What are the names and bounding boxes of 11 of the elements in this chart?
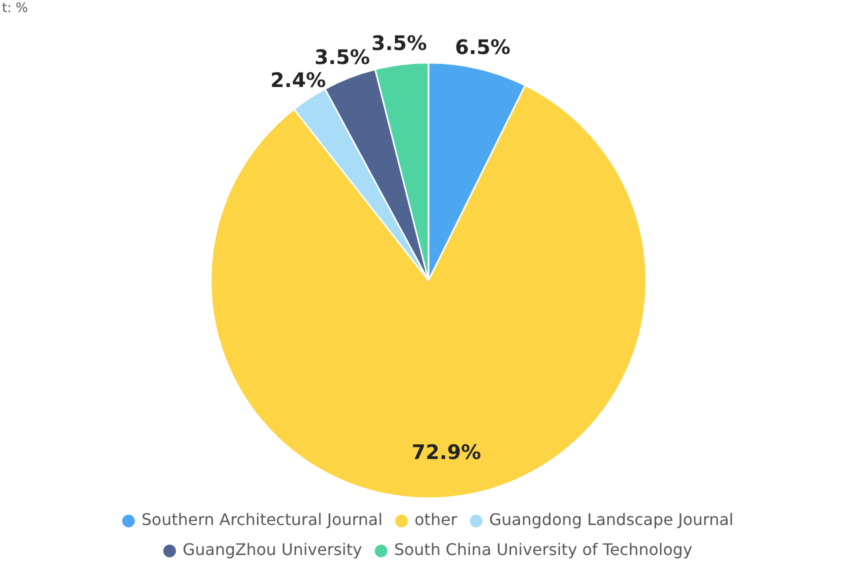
legend-label: GuangZhou University bbox=[182, 540, 362, 560]
text: t: % bbox=[2, 1, 28, 16]
legend-label: other bbox=[414, 510, 458, 530]
legend-label: Southern Architectural Journal bbox=[142, 510, 383, 530]
data-label: 72.9% bbox=[412, 440, 482, 464]
data-label: 3.5% bbox=[371, 30, 427, 55]
legend-label: South China University of Technology bbox=[394, 540, 692, 560]
legend-label: Guangdong Landscape Journal bbox=[489, 510, 734, 530]
data-label: 6.5% bbox=[454, 35, 510, 60]
data-label: 3.5% bbox=[314, 45, 370, 70]
data-label: 2.4% bbox=[270, 68, 326, 92]
